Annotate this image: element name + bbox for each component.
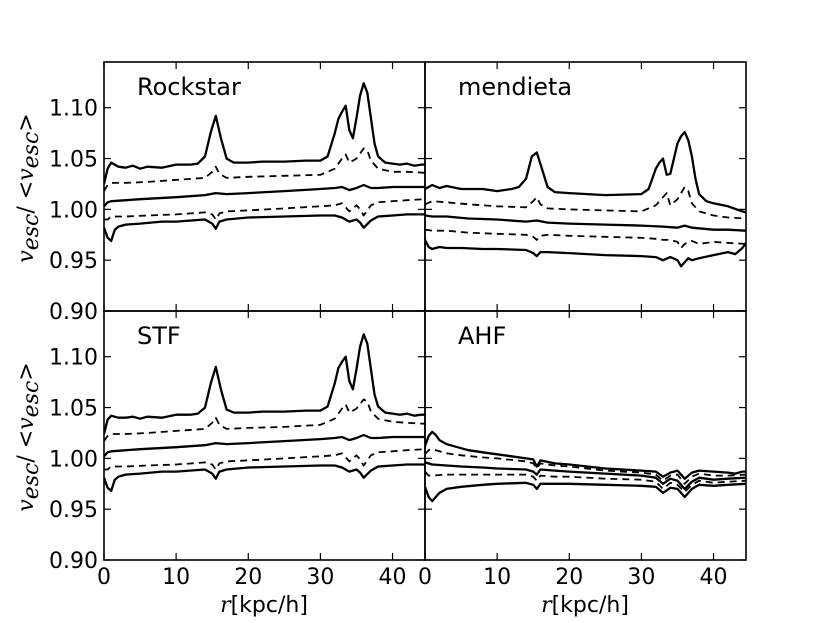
- x-tick-label: 0: [97, 565, 111, 590]
- panel-label: Rockstar: [137, 73, 241, 101]
- y-axis-title-close: >: [14, 113, 39, 131]
- x-tick-label: 40: [700, 565, 728, 590]
- y-axis-title-close: >: [14, 362, 39, 380]
- series-line-median: [104, 433, 425, 458]
- y-tick-label: 0.90: [49, 300, 98, 325]
- panels-layer: 0.90 0.95 1.00 1.05 1.10 Rockstar mendieta 0.90…: [49, 61, 747, 590]
- y-axis-title-den-sub: esc: [19, 132, 44, 169]
- x-tick-label: 10: [162, 565, 190, 590]
- x-axis-title-right: r[kpc/h]: [541, 593, 629, 618]
- y-tick-label: 1.05: [49, 148, 98, 173]
- panel-label: mendieta: [458, 73, 572, 101]
- y-axis-title-den: v: [14, 417, 39, 430]
- y-tick-label: 0.95: [49, 498, 98, 523]
- y-axis-title-top: vesc/ <vesc>: [14, 113, 44, 262]
- series-line-median: [425, 461, 746, 491]
- y-axis-title-num-sub: esc: [19, 463, 44, 500]
- x-tick-label: 30: [627, 565, 655, 590]
- x-tick-label: 40: [379, 565, 407, 590]
- x-axis-title-var: r: [541, 593, 553, 618]
- series-group: [104, 82, 425, 243]
- panel-mendieta: mendieta: [424, 61, 747, 312]
- y-axis-title-sep: / <: [14, 430, 39, 463]
- y-axis-title-sep: / <: [14, 181, 39, 214]
- x-axis-title-unit: [kpc/h]: [552, 593, 629, 618]
- panel-label: STF: [137, 322, 181, 350]
- y-axis-title-num-sub: esc: [19, 214, 44, 251]
- series-line-lower-outer: [104, 213, 425, 243]
- x-axis-title-var: r: [220, 593, 232, 618]
- panel-frame: [424, 310, 747, 561]
- panel-rockstar: 0.90 0.95 1.00 1.05 1.10 Rockstar: [49, 61, 426, 325]
- y-tick-label: 1.00: [49, 198, 98, 223]
- series-line-upper-outer: [104, 82, 425, 185]
- x-tick-label: 20: [555, 565, 583, 590]
- series-line-lower-inner: [425, 470, 746, 493]
- y-axis-title-den-sub: esc: [19, 381, 44, 418]
- panel-ahf: 0 10 20 30 40 AHF: [418, 310, 747, 590]
- x-tick-label: 0: [418, 565, 432, 590]
- y-tick-label: 0.90: [49, 549, 98, 574]
- y-tick-label: 0.95: [49, 249, 98, 274]
- series-line-upper-inner: [425, 448, 746, 485]
- y-axis-title-num: v: [14, 499, 39, 512]
- x-axis-title-left: r[kpc/h]: [220, 593, 308, 618]
- series-line-upper-outer: [425, 130, 746, 214]
- series-group: [104, 333, 425, 493]
- panel-label: AHF: [458, 322, 506, 350]
- series-line-median: [425, 214, 746, 232]
- series-line-lower-outer: [425, 481, 746, 503]
- y-axis-title-bottom: vesc/ <vesc>: [14, 362, 44, 511]
- panel-stf: 0.90 0.95 1.00 1.05 1.10 0 10 20 30 40 STF: [49, 310, 426, 590]
- series-line-lower-inner: [425, 228, 746, 249]
- x-tick-label: 20: [234, 565, 262, 590]
- y-tick-label: 1.10: [49, 97, 98, 122]
- series-line-upper-outer: [425, 430, 746, 480]
- series-line-upper-inner: [104, 398, 425, 442]
- series-line-lower-outer: [425, 239, 746, 268]
- series-line-lower-inner: [104, 448, 425, 471]
- series-group: [425, 130, 746, 268]
- y-tick-label: 1.05: [49, 397, 98, 422]
- series-group: [425, 430, 746, 503]
- series-line-upper-inner: [104, 147, 425, 192]
- y-tick-label: 1.00: [49, 447, 98, 472]
- y-tick-label: 1.10: [49, 346, 98, 371]
- y-axis-title-num: v: [14, 250, 39, 263]
- x-tick-label: 30: [306, 565, 334, 590]
- y-axis-title-den: v: [14, 168, 39, 181]
- series-line-median: [104, 183, 425, 208]
- x-axis-title-unit: [kpc/h]: [231, 593, 308, 618]
- x-tick-label: 10: [483, 565, 511, 590]
- series-line-upper-outer: [104, 333, 425, 435]
- series-line-lower-outer: [104, 463, 425, 493]
- series-line-lower-inner: [104, 198, 425, 221]
- series-line-upper-inner: [425, 186, 746, 220]
